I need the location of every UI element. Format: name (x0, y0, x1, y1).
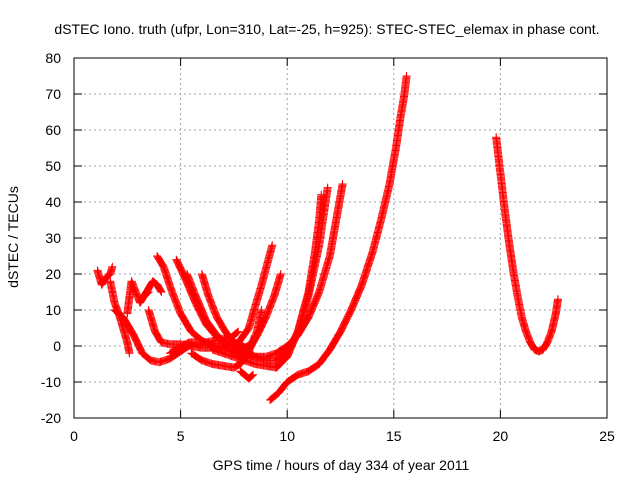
y-tick-label: 60 (45, 122, 61, 138)
data-series (240, 180, 347, 361)
data-series (492, 133, 562, 356)
x-tick-label: 10 (279, 428, 295, 444)
point-markers (492, 133, 562, 356)
point-markers (240, 180, 347, 361)
point-markers (123, 277, 153, 318)
y-tick-label: 70 (45, 86, 61, 102)
point-markers (140, 277, 166, 300)
point-markers (236, 367, 258, 383)
y-tick-label: 40 (45, 194, 61, 210)
x-tick-labels: 0 5 10 15 20 25 (70, 428, 615, 444)
y-tick-label: -20 (41, 410, 61, 426)
x-tick-label: 25 (599, 428, 615, 444)
y-tick-label: 0 (53, 338, 61, 354)
point-markers (93, 262, 117, 289)
axis-ticks (73, 57, 608, 419)
y-tick-labels: -20 -10 0 10 20 30 40 50 60 70 80 (41, 50, 61, 426)
y-tick-label: 30 (45, 230, 61, 246)
data-points (93, 72, 562, 404)
x-tick-label: 5 (177, 428, 185, 444)
y-tick-label: 10 (45, 302, 61, 318)
y-tick-label: 50 (45, 158, 61, 174)
y-tick-label: 80 (45, 50, 61, 66)
point-markers (110, 306, 196, 367)
y-axis-title: dSTEC / TECUs (5, 186, 21, 288)
point-markers (266, 72, 411, 404)
data-series (140, 277, 166, 300)
x-tick-label: 0 (70, 428, 78, 444)
data-series (110, 306, 196, 367)
data-series (93, 262, 117, 289)
chart-title: dSTEC Iono. truth (ufpr, Lon=310, Lat=-2… (54, 21, 599, 37)
data-series (266, 72, 411, 404)
x-axis-title: GPS time / hours of day 334 of year 2011 (213, 457, 470, 473)
y-tick-label: 20 (45, 266, 61, 282)
x-tick-label: 20 (493, 428, 509, 444)
y-tick-label: -10 (41, 374, 61, 390)
data-series (236, 367, 258, 383)
x-tick-label: 15 (386, 428, 402, 444)
data-series (123, 277, 153, 318)
